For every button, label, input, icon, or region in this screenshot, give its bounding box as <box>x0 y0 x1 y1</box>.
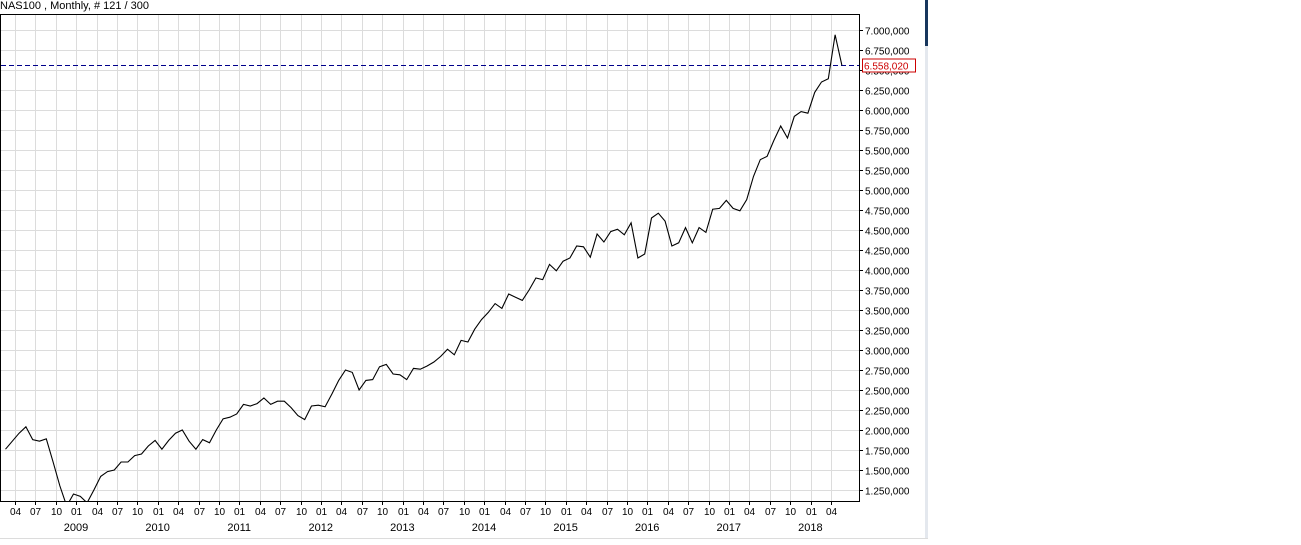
bottom-border <box>0 538 928 539</box>
x-tick-label: 01 <box>561 507 573 518</box>
x-tick-label: 01 <box>642 507 654 518</box>
x-tick-label: 04 <box>336 507 348 518</box>
x-tick-label: 01 <box>316 507 328 518</box>
x-tick-label: 07 <box>357 507 369 518</box>
x-tick-label: 07 <box>520 507 532 518</box>
x-tick-label: 07 <box>194 507 206 518</box>
x-tick-label: 04 <box>744 507 756 518</box>
x-tick-label: 10 <box>622 507 634 518</box>
x-tick-label: 01 <box>398 507 410 518</box>
y-tick-label: 4.000,000 <box>865 267 910 278</box>
y-tick-label: 5.250,000 <box>865 167 910 178</box>
y-tick-label: 2.000,000 <box>865 427 910 438</box>
x-year-label: 2017 <box>717 522 741 534</box>
y-tick-label: 6.250,000 <box>865 87 910 98</box>
x-year-label: 2009 <box>64 522 88 534</box>
x-tick-label: 10 <box>132 507 144 518</box>
y-tick-label: 1.500,000 <box>865 467 910 478</box>
x-tick-label: 07 <box>275 507 287 518</box>
y-tick-label: 2.250,000 <box>865 407 910 418</box>
y-tick-label: 2.500,000 <box>865 387 910 398</box>
x-tick-label: 10 <box>51 507 63 518</box>
x-tick-label: 01 <box>153 507 165 518</box>
y-tick-label: 7.000,000 <box>865 27 910 38</box>
x-tick-label: 10 <box>214 507 226 518</box>
x-year-label: 2016 <box>635 522 659 534</box>
x-year-label: 2013 <box>390 522 414 534</box>
x-tick-label: 10 <box>377 507 389 518</box>
x-tick-label: 04 <box>826 507 838 518</box>
y-tick-label: 6.000,000 <box>865 107 910 118</box>
y-tick-label: 2.750,000 <box>865 367 910 378</box>
right-panel-accent <box>925 0 928 46</box>
x-tick-label: 01 <box>234 507 246 518</box>
x-tick-label: 04 <box>92 507 104 518</box>
current-price-label: 6.558,020 <box>864 62 909 73</box>
x-tick-label: 01 <box>71 507 83 518</box>
x-tick-label: 10 <box>459 507 471 518</box>
y-tick-label: 6.750,000 <box>865 47 910 58</box>
y-tick-label: 4.750,000 <box>865 207 910 218</box>
x-tick-label: 10 <box>296 507 308 518</box>
x-tick-label: 04 <box>581 507 593 518</box>
y-tick-label: 4.250,000 <box>865 247 910 258</box>
chart-title: NAS100 , Monthly, # 121 / 300 <box>0 0 149 12</box>
x-tick-label: 04 <box>10 507 22 518</box>
x-tick-label: 07 <box>30 507 42 518</box>
price-series-line <box>5 34 843 501</box>
x-tick-label: 04 <box>173 507 185 518</box>
x-tick-label: 04 <box>255 507 267 518</box>
y-tick-label: 3.500,000 <box>865 307 910 318</box>
x-tick-label: 10 <box>785 507 797 518</box>
x-tick-label: 01 <box>806 507 818 518</box>
y-tick-label: 4.500,000 <box>865 227 910 238</box>
current-price-box <box>862 58 916 73</box>
y-tick-label: 3.000,000 <box>865 347 910 358</box>
chart-area[interactable]: 1.250,000 1.500,000 1.750,000 2.000,000 2.25… <box>0 0 925 538</box>
x-year-label: 2012 <box>309 522 333 534</box>
x-year-label: 2015 <box>553 522 577 534</box>
x-tick-label: 10 <box>704 507 716 518</box>
y-tick-label: 1.750,000 <box>865 447 910 458</box>
chart-window: 1.250,000 1.500,000 1.750,000 2.000,000 2.25… <box>0 0 925 538</box>
x-tick-label: 04 <box>418 507 430 518</box>
y-tick-label: 5.000,000 <box>865 187 910 198</box>
x-tick-label: 01 <box>479 507 491 518</box>
x-year-label: 2010 <box>145 522 169 534</box>
y-tick-label: 5.750,000 <box>865 127 910 138</box>
plot-frame <box>0 14 860 502</box>
y-tick-label: 3.750,000 <box>865 287 910 298</box>
x-tick-label: 04 <box>500 507 512 518</box>
x-tick-label: 07 <box>602 507 614 518</box>
x-tick-label: 01 <box>724 507 736 518</box>
x-tick-label: 04 <box>663 507 675 518</box>
x-year-label: 2011 <box>227 522 251 534</box>
x-tick-label: 07 <box>765 507 777 518</box>
right-panel-edge <box>925 0 928 538</box>
x-tick-label: 07 <box>438 507 450 518</box>
x-year-label: 2018 <box>798 522 822 534</box>
x-year-label: 2014 <box>472 522 496 534</box>
y-tick-label: 1.250,000 <box>865 487 910 498</box>
x-tick-label: 07 <box>112 507 124 518</box>
x-tick-label: 10 <box>540 507 552 518</box>
y-tick-label: 3.250,000 <box>865 327 910 338</box>
y-tick-label: 5.500,000 <box>865 147 910 158</box>
x-tick-label: 07 <box>683 507 695 518</box>
